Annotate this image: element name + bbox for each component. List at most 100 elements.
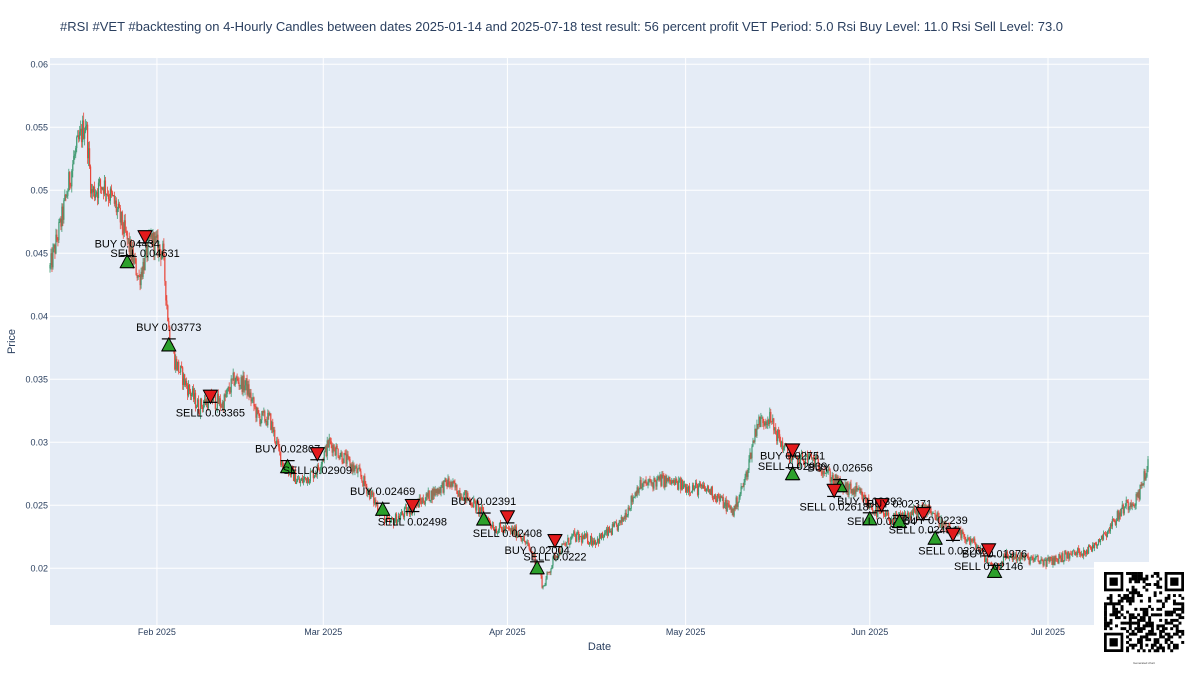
candle-body xyxy=(321,460,323,465)
candle-body xyxy=(1030,556,1032,558)
x-tick-label: Apr 2025 xyxy=(489,627,526,637)
candle-body xyxy=(394,514,397,522)
qr-module xyxy=(1137,580,1141,584)
qr-module xyxy=(1120,599,1124,603)
candle-body xyxy=(318,469,320,471)
candle-body xyxy=(1078,548,1080,551)
plot-area xyxy=(50,58,1149,625)
buy-marker xyxy=(160,336,177,352)
qr-module xyxy=(1134,632,1138,636)
y-tick-label: 0.025 xyxy=(25,500,48,510)
qr-module xyxy=(1145,632,1149,636)
candle-body xyxy=(912,507,914,516)
candle-body xyxy=(1098,539,1101,543)
candle-body xyxy=(945,522,947,533)
candle-body xyxy=(459,490,461,499)
qr-module xyxy=(1178,616,1182,620)
qr-module xyxy=(1175,618,1179,622)
candle-body xyxy=(692,485,695,490)
candle-body xyxy=(736,497,738,507)
candle-body xyxy=(319,469,321,471)
candle-body xyxy=(111,192,113,196)
candle-body xyxy=(1100,535,1103,540)
candle-body xyxy=(86,124,88,127)
candle-body xyxy=(900,513,903,516)
candle-body xyxy=(1077,548,1079,555)
qr-module xyxy=(1139,599,1143,603)
candle-body xyxy=(913,507,915,511)
qr-module xyxy=(1139,640,1143,644)
candle-body xyxy=(938,516,940,525)
candle-body xyxy=(221,402,223,408)
candle-body xyxy=(177,361,179,370)
qr-module xyxy=(1131,643,1135,647)
candle-body xyxy=(1007,557,1010,559)
candle-body xyxy=(829,470,831,482)
candle-body xyxy=(114,200,116,204)
qr-module xyxy=(1128,627,1132,631)
candle-body xyxy=(388,518,390,520)
candle-body xyxy=(438,489,440,494)
candle-body xyxy=(651,482,653,484)
qr-module xyxy=(1150,613,1154,617)
qr-module xyxy=(1159,607,1163,611)
candle-body xyxy=(50,253,52,265)
qr-module xyxy=(1134,580,1138,584)
qr-module xyxy=(1142,577,1146,581)
candle-body xyxy=(979,549,981,551)
candle-body xyxy=(427,490,429,497)
candle-body xyxy=(712,497,714,499)
candle-body xyxy=(69,172,71,185)
candle-body xyxy=(680,478,682,490)
candle-body xyxy=(110,188,112,193)
candle-body xyxy=(619,520,621,523)
candle-body xyxy=(899,513,902,516)
candle-body xyxy=(888,512,890,520)
candle-body xyxy=(406,510,409,515)
candle-body xyxy=(573,531,575,534)
qr-module xyxy=(1123,596,1127,600)
candle-body xyxy=(392,519,395,526)
candle-body xyxy=(824,473,826,474)
candle-body xyxy=(789,458,792,464)
candle-body xyxy=(322,460,324,461)
candle-body xyxy=(767,419,769,425)
candle-body xyxy=(788,453,790,458)
y-tick-label: 0.05 xyxy=(30,185,48,195)
candle-body xyxy=(593,540,596,545)
sell-marker xyxy=(137,230,153,245)
candle-body xyxy=(751,446,753,459)
candle-body xyxy=(197,399,200,413)
candle-body xyxy=(1015,554,1017,561)
qr-module xyxy=(1128,577,1132,581)
qr-module xyxy=(1117,610,1121,614)
candle-body xyxy=(331,445,333,453)
candle-body xyxy=(390,517,393,521)
candle-body xyxy=(1034,557,1036,561)
candle-body xyxy=(570,536,572,544)
candle-body xyxy=(99,179,102,187)
candle-body xyxy=(118,203,120,208)
candle-body xyxy=(646,483,648,485)
candle-body xyxy=(135,258,137,276)
candle-body xyxy=(53,244,55,249)
candle-body xyxy=(366,486,368,494)
candle-body xyxy=(435,488,437,494)
candle-body xyxy=(534,554,536,564)
qr-module xyxy=(1159,635,1163,639)
candle-body xyxy=(90,189,93,194)
candle-body xyxy=(1002,555,1005,565)
candle-body xyxy=(869,506,871,508)
candle-body xyxy=(453,480,455,483)
candle-body xyxy=(863,495,865,501)
qr-module xyxy=(1153,649,1157,653)
candle-body xyxy=(516,534,518,538)
candle-body xyxy=(608,527,611,532)
qr-module xyxy=(1178,594,1182,598)
candle-body xyxy=(163,243,165,256)
candle-body xyxy=(359,467,361,472)
x-tick-label: Mar 2025 xyxy=(304,627,342,637)
qr-module xyxy=(1148,629,1152,633)
candle-body xyxy=(526,542,528,544)
qr-module xyxy=(1145,635,1149,639)
